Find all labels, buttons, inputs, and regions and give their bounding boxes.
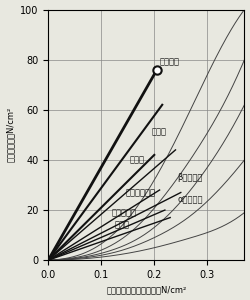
Text: βスターチ: βスターチ xyxy=(178,173,203,182)
Text: テキストリン: テキストリン xyxy=(125,188,155,197)
Y-axis label: ばく熱応力，N/cm²: ばく熱応力，N/cm² xyxy=(6,107,15,163)
X-axis label: 水分凝縮層引張り強さ，N/cm²: 水分凝縮層引張り強さ，N/cm² xyxy=(106,285,186,294)
Text: レジン: レジン xyxy=(152,128,167,137)
Text: αスターチ: αスターチ xyxy=(178,196,203,205)
Text: ブランク: ブランク xyxy=(160,58,180,67)
Text: アルギン酸: アルギン酸 xyxy=(112,208,137,217)
Text: 石炭粉: 石炭粉 xyxy=(129,155,144,164)
Text: ソーダ: ソーダ xyxy=(114,220,130,230)
